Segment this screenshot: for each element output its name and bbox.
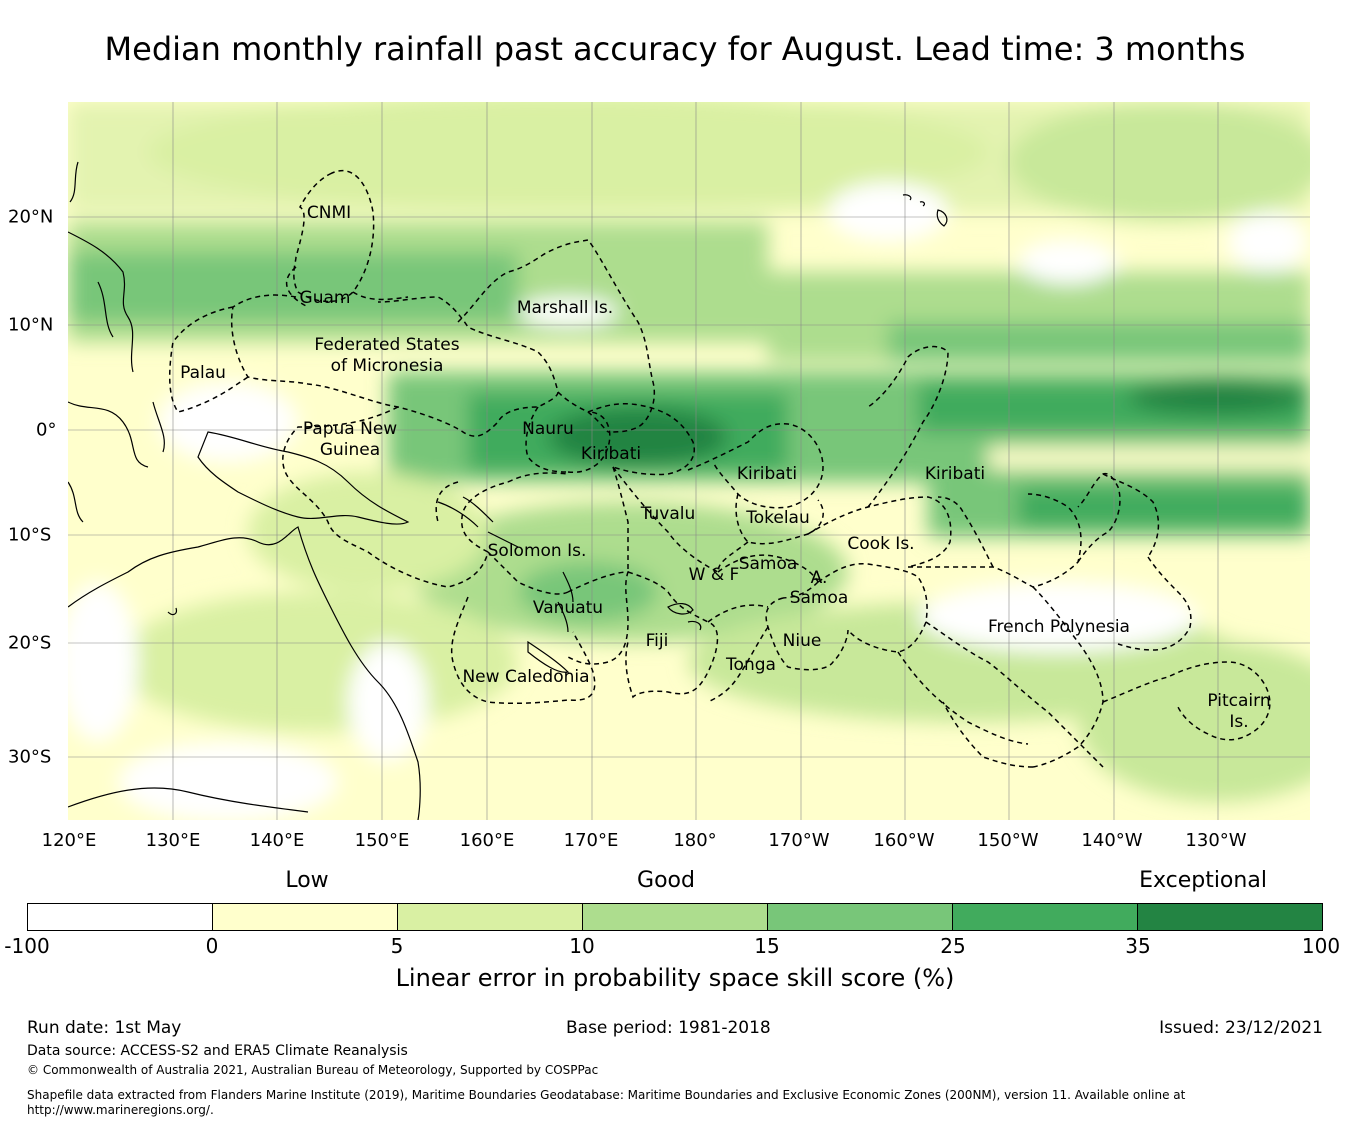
lon-label-130w: 130°W — [1185, 830, 1247, 851]
lon-label-160e: 160°E — [459, 830, 515, 851]
graticule — [68, 102, 1310, 820]
shapefile-url: http://www.marineregions.org/. — [27, 1103, 214, 1117]
lat-label-10n: 10°N — [8, 314, 54, 336]
map-title: Median monthly rainfall past accuracy fo… — [104, 30, 1246, 68]
label-cook: Cook Is. — [847, 534, 914, 554]
label-fiji: Fiji — [646, 631, 669, 651]
label-kiribati-c: Kiribati — [737, 464, 797, 484]
coastlines — [68, 161, 948, 820]
eez-boundaries — [168, 169, 1271, 768]
label-vanuatu: Vanuatu — [533, 598, 603, 618]
lat-label-20n: 20°N — [8, 206, 54, 228]
colorbar-segment — [768, 904, 953, 930]
colorbar — [27, 903, 1323, 931]
label-fsm-1: Federated States — [314, 335, 459, 355]
legend-category-good: Good — [637, 868, 695, 893]
colorbar-tick: 25 — [940, 934, 966, 958]
label-samoa: Samoa — [739, 554, 798, 574]
label-marshall: Marshall Is. — [517, 298, 613, 318]
label-solomon: Solomon Is. — [488, 541, 587, 561]
eez-labels: CNMI Guam Marshall Is. Federated States … — [180, 203, 1271, 732]
label-niue: Niue — [783, 631, 822, 651]
colorbar-segment — [583, 904, 768, 930]
colorbar-tick: 0 — [205, 934, 219, 958]
issued-date: Issued: 23/12/2021 — [1159, 1018, 1323, 1038]
lon-label-160w: 160°W — [873, 830, 935, 851]
lat-label-30s: 30°S — [8, 746, 52, 768]
base-period: Base period: 1981-2018 — [566, 1018, 771, 1038]
lon-label-140w: 140°W — [1081, 830, 1143, 851]
colorbar-tick: 10 — [569, 934, 595, 958]
lat-label-20s: 20°S — [8, 632, 52, 654]
label-kiribati-w: Kiribati — [581, 444, 641, 464]
label-guam: Guam — [300, 288, 351, 308]
colorbar-tick: 15 — [754, 934, 780, 958]
lon-label-150e: 150°E — [354, 830, 410, 851]
label-tuvalu: Tuvalu — [640, 504, 696, 524]
label-png-2: Guinea — [320, 440, 380, 460]
lon-label-170w: 170°W — [768, 830, 830, 851]
label-cnmi: CNMI — [307, 203, 351, 223]
colorbar-segment — [1138, 904, 1322, 930]
label-tokelau: Tokelau — [745, 508, 810, 528]
lon-label-140e: 140°E — [249, 830, 305, 851]
colorbar-label: Linear error in probability space skill … — [395, 964, 955, 992]
lon-label-120e: 120°E — [41, 830, 97, 851]
label-french-polynesia: French Polynesia — [988, 617, 1130, 637]
label-nauru: Nauru — [522, 419, 574, 439]
label-american-samoa-2: Samoa — [790, 588, 849, 608]
skill-field — [68, 102, 1310, 820]
shapefile-credit: Shapefile data extracted from Flanders M… — [27, 1088, 1186, 1102]
label-pitcairn-1: Pitcairn — [1207, 691, 1270, 711]
label-american-samoa-1: A. — [811, 568, 828, 588]
colorbar-segment — [213, 904, 398, 930]
label-new-caledonia: New Caledonia — [462, 667, 589, 687]
lon-label-150w: 150°W — [977, 830, 1039, 851]
colorbar-tick: 5 — [390, 934, 404, 958]
lon-label-170e: 170°E — [563, 830, 619, 851]
run-date: Run date: 1st May — [27, 1018, 182, 1038]
colorbar-segment — [398, 904, 583, 930]
skill-map: CNMI Guam Marshall Is. Federated States … — [68, 102, 1310, 820]
label-kiribati-e: Kiribati — [925, 464, 985, 484]
skill-map-svg: CNMI Guam Marshall Is. Federated States … — [68, 102, 1310, 820]
colorbar-segment — [28, 904, 213, 930]
lat-label-0: 0° — [36, 419, 57, 441]
lon-label-130e: 130°E — [145, 830, 201, 851]
colorbar-tick: 35 — [1125, 934, 1151, 958]
label-png-1: Papua New — [303, 419, 397, 439]
label-tonga: Tonga — [725, 655, 776, 675]
legend-category-low: Low — [285, 868, 329, 893]
label-wf: W & F — [689, 565, 740, 585]
colorbar-segment — [953, 904, 1138, 930]
legend-category-exceptional: Exceptional — [1139, 868, 1267, 893]
colorbar-tick: 100 — [1301, 934, 1341, 958]
label-palau: Palau — [180, 363, 226, 383]
data-source: Data source: ACCESS-S2 and ERA5 Climate … — [27, 1043, 408, 1059]
copyright: © Commonwealth of Australia 2021, Austra… — [27, 1063, 599, 1077]
label-pitcairn-2: Is. — [1229, 712, 1248, 732]
label-fsm-2: of Micronesia — [331, 356, 444, 376]
lat-label-10s: 10°S — [8, 524, 52, 546]
lon-label-180: 180° — [673, 830, 717, 851]
colorbar-tick: -100 — [4, 934, 50, 958]
